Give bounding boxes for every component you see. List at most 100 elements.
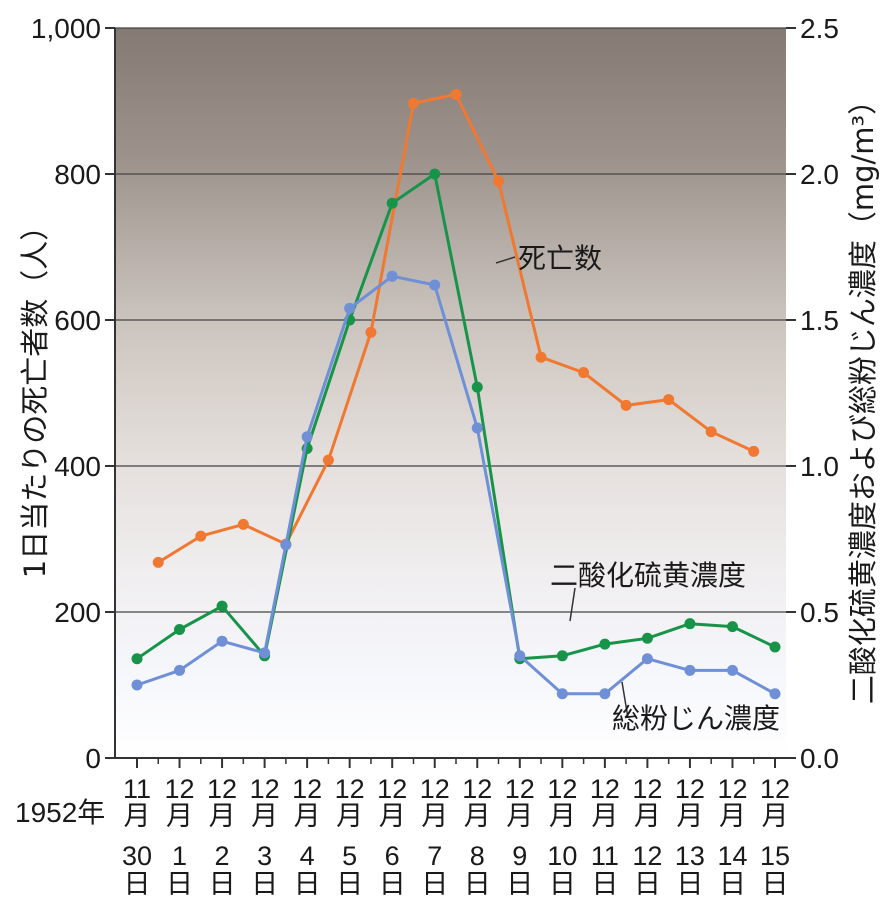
x-tick-label: 日 [549, 869, 576, 899]
x-tick-label: 日 [634, 869, 661, 899]
plot-background [115, 28, 786, 758]
dust-data-point [301, 431, 313, 443]
deaths-data-point [663, 394, 675, 406]
so2-data-point [641, 632, 653, 644]
dust-data-point [174, 664, 186, 676]
x-tick-label: 日 [506, 869, 533, 899]
x-tick-label: 4 [300, 841, 315, 871]
deaths-data-point [620, 399, 632, 411]
dust-data-point [641, 653, 653, 665]
x-tick-label: 12 [420, 774, 450, 804]
x-tick-label: 14 [717, 841, 747, 871]
x-tick-label: 月 [464, 801, 491, 831]
x-tick-label: 2 [215, 841, 230, 871]
deaths-data-point [535, 351, 547, 363]
so2-label-leader [569, 587, 576, 622]
x-tick-label: 月 [634, 801, 661, 831]
x-tick-label: 日 [591, 869, 618, 899]
x-tick-label: 9 [512, 841, 527, 871]
so2-data-point [556, 650, 568, 662]
x-tick-label: 月 [294, 801, 321, 831]
series-layer [131, 88, 781, 700]
so2-data-point [471, 381, 483, 393]
so2-series-line [136, 172, 776, 661]
x-tick-label: 月 [251, 801, 278, 831]
x-tick-label: 日 [421, 869, 448, 899]
x-tick-label: 1 [172, 841, 187, 871]
dust-data-point [386, 270, 398, 282]
x-tick-label: 日 [676, 869, 703, 899]
x-tick-label: 10 [547, 841, 577, 871]
deaths-data-point [195, 530, 207, 542]
left-tick-label: 200 [54, 597, 101, 628]
so2-data-point [174, 624, 186, 636]
dust-label-leader [621, 681, 629, 719]
x-tick-label: 12 [377, 774, 407, 804]
right-axis-title: 二酸化硫黄濃度および総粉じん濃度（mg/m³） [846, 86, 880, 704]
deaths-data-point [450, 88, 462, 100]
x-tick-label: 日 [464, 869, 491, 899]
dust-data-point [259, 647, 271, 659]
so2-data-point [386, 197, 398, 209]
x-tick-label: 日 [166, 869, 193, 899]
x-tick-label: 12 [292, 774, 322, 804]
right-tick-label: 0.5 [800, 597, 839, 628]
deaths-data-point [365, 326, 377, 338]
dust-data-point [131, 679, 143, 691]
x-tick-label: 月 [421, 801, 448, 831]
so2-data-point [429, 168, 441, 180]
deaths-label: 死亡数 [518, 242, 602, 275]
x-tick-label: 15 [760, 841, 790, 871]
so2-data-point [726, 621, 738, 633]
x-tick-label: 12 [505, 774, 535, 804]
deaths-data-point [493, 175, 505, 187]
x-tick-label: 5 [342, 841, 357, 871]
x-tick-label: 月 [336, 801, 363, 831]
so2-data-point [216, 600, 228, 612]
deaths-data-point [237, 518, 249, 530]
x-axis-ticks: 11月30日12月1日12月2日12月3日12月4日12月5日12月6日12月7… [122, 758, 790, 899]
x-tick-label: 13 [675, 841, 705, 871]
dust-data-point [599, 688, 611, 700]
x-tick-label: 12 [717, 774, 747, 804]
x-tick-label: 12 [165, 774, 195, 804]
x-tick-label: 12 [335, 774, 365, 804]
dust-data-point [726, 664, 738, 676]
x-tick-label: 12 [590, 774, 620, 804]
deaths-data-point [748, 445, 760, 457]
x-tick-label: 3 [257, 841, 272, 871]
left-tick-label: 400 [54, 451, 101, 482]
x-tick-label: 12 [632, 841, 662, 871]
x-tick-label: 7 [427, 841, 442, 871]
x-tick-label: 12 [250, 774, 280, 804]
so2-data-point [599, 638, 611, 650]
left-axis-ticks: 0 200 400 600 800 1,000 [31, 13, 115, 774]
deaths-data-point [705, 426, 717, 438]
deaths-label-leader [495, 256, 516, 264]
dust-data-point [556, 688, 568, 700]
right-axis-ticks: 0.0 0.5 1.0 1.5 2.0 2.5 [786, 13, 839, 774]
x-tick-label: 8 [470, 841, 485, 871]
x-tick-label: 日 [379, 869, 406, 899]
right-tick-label: 1.5 [800, 305, 839, 336]
grid-lines [115, 27, 786, 613]
x-tick-label: 月 [166, 801, 193, 831]
so2-data-point [684, 618, 696, 630]
x-tick-label: 月 [124, 801, 151, 831]
right-tick-label: 0.0 [800, 743, 839, 774]
so2-data-point [131, 653, 143, 665]
x-tick-label: 日 [294, 869, 321, 899]
x-tick-label: 12 [675, 774, 705, 804]
left-tick-label: 0 [85, 743, 101, 774]
x-tick-label: 6 [385, 841, 400, 871]
x-tick-label: 12 [760, 774, 790, 804]
dust-data-point [684, 664, 696, 676]
dust-data-point [429, 279, 441, 291]
right-tick-label: 1.0 [800, 451, 839, 482]
dust-data-point [471, 422, 483, 434]
dust-data-point [280, 539, 292, 551]
deaths-data-point [152, 556, 164, 568]
x-tick-label: 月 [719, 801, 746, 831]
left-tick-label: 1,000 [31, 13, 101, 44]
